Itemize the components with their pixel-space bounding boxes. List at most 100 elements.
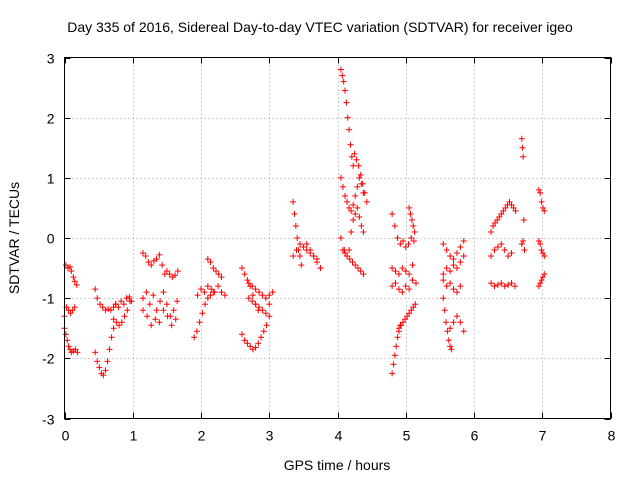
data-point — [535, 238, 542, 245]
data-point — [538, 277, 545, 284]
data-point — [70, 274, 77, 281]
ticks-layer: 0 1 2 3 4 5 6 7 8 -3 -2 -1 0 1 2 3 — [42, 51, 616, 444]
data-point — [535, 186, 542, 193]
data-point — [157, 298, 164, 305]
series-sat-c — [62, 262, 80, 288]
data-point — [238, 331, 245, 338]
data-point — [110, 316, 117, 323]
data-point — [501, 283, 508, 290]
data-point — [204, 283, 211, 290]
data-point — [390, 361, 397, 368]
data-point — [402, 316, 409, 323]
data-point — [118, 319, 125, 326]
series-sat-q — [245, 280, 276, 302]
x-tick-label: 8 — [608, 428, 616, 444]
data-point — [389, 210, 396, 217]
data-point — [247, 343, 254, 350]
data-point — [488, 228, 495, 235]
data-point — [215, 271, 222, 278]
data-point — [453, 313, 460, 320]
data-point — [340, 78, 347, 85]
x-tick-label: 3 — [266, 428, 274, 444]
data-point — [512, 207, 519, 214]
data-point — [391, 222, 398, 229]
data-point — [341, 247, 348, 254]
data-point — [402, 268, 409, 275]
data-point — [303, 241, 310, 248]
data-point — [492, 219, 499, 226]
data-point — [143, 289, 150, 296]
data-point — [404, 313, 411, 320]
data-point — [539, 250, 546, 257]
series-sat-i — [139, 289, 181, 320]
data-point — [447, 343, 454, 350]
series-sat-aq — [535, 186, 548, 214]
data-point — [120, 301, 127, 308]
data-point — [343, 99, 350, 106]
data-point — [502, 204, 509, 211]
y-tick-label: 2 — [47, 111, 55, 127]
data-point — [124, 307, 131, 314]
data-point — [450, 262, 457, 269]
data-point — [457, 319, 464, 326]
data-point — [148, 262, 155, 269]
data-point — [92, 349, 99, 356]
data-point — [156, 319, 163, 326]
series-sat-l — [191, 289, 217, 341]
data-point — [294, 235, 301, 241]
data-point — [460, 238, 467, 245]
data-point — [105, 305, 112, 312]
data-point — [207, 292, 214, 299]
data-point — [350, 162, 357, 169]
data-point — [510, 204, 517, 211]
data-point — [256, 289, 263, 296]
data-point — [457, 283, 464, 290]
series-sat-ao — [518, 135, 527, 223]
data-point — [241, 271, 248, 278]
data-point — [172, 316, 179, 323]
data-point — [266, 313, 273, 320]
series-sat-aa — [389, 322, 404, 377]
data-point — [411, 228, 418, 235]
data-point — [445, 337, 452, 344]
data-point — [71, 278, 78, 285]
series-sat-g — [112, 293, 135, 311]
data-point — [307, 247, 314, 254]
data-point — [94, 295, 101, 302]
data-point — [347, 141, 354, 148]
data-point — [238, 265, 245, 272]
data-point — [67, 310, 74, 317]
data-point — [351, 150, 358, 157]
data-point — [194, 292, 201, 299]
data-point — [440, 271, 447, 278]
data-point — [393, 343, 400, 350]
data-point — [537, 280, 544, 287]
series-sat-j — [139, 307, 179, 329]
data-point — [160, 289, 167, 296]
data-point — [448, 346, 455, 353]
data-point — [346, 256, 353, 263]
series-sat-as — [535, 271, 548, 290]
data-point — [443, 265, 450, 272]
x-tick-label: 4 — [335, 428, 343, 444]
data-point — [447, 280, 454, 287]
data-point — [291, 210, 298, 217]
data-point — [196, 319, 203, 326]
data-point — [349, 259, 356, 266]
data-point — [488, 253, 495, 260]
x-tick-label: 2 — [198, 428, 206, 444]
data-point — [395, 271, 402, 278]
data-point — [537, 189, 544, 196]
data-point — [346, 126, 353, 133]
data-point — [146, 301, 153, 308]
data-point — [453, 289, 460, 296]
data-point — [208, 286, 215, 293]
data-point — [163, 301, 170, 308]
data-point — [342, 192, 349, 199]
data-point — [62, 331, 69, 338]
data-point — [96, 364, 103, 371]
data-point — [460, 253, 467, 260]
data-point — [352, 192, 359, 199]
data-point — [100, 372, 107, 379]
